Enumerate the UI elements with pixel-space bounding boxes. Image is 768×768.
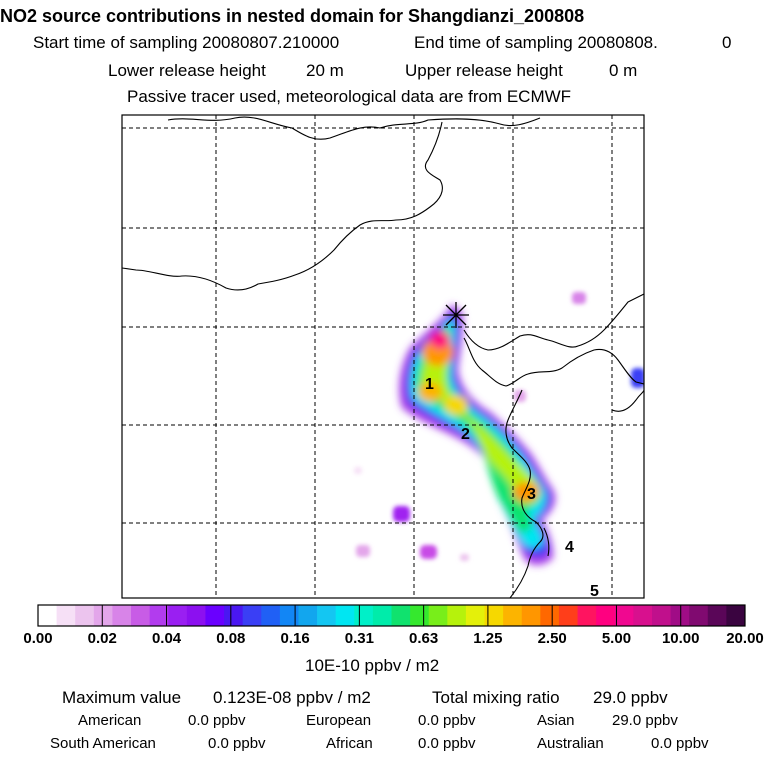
region-value-african: 0.0 ppbv [418,735,476,752]
chart-title: NO2 source contributions in nested domai… [0,6,585,26]
colorbar-swatch [558,605,578,626]
region-name-african: African [326,735,373,752]
colorbar-swatch [689,605,709,626]
colorbar-swatch [633,605,653,626]
region-value-south-american: 0.0 ppbv [208,735,266,752]
colorbar-swatch [279,605,299,626]
colorbar-tick-label: 0.00 [23,630,53,647]
colorbar-unit: 10E-10 ppbv / m2 [305,656,440,675]
colorbar-swatch [410,605,430,626]
colorbar-frame [37,604,746,627]
region-value-asian: 29.0 ppbv [612,712,678,729]
region-name-american: American [78,712,142,729]
colorbar-swatch [521,605,541,626]
colorbar-swatch [168,605,188,626]
colorbar-swatch [596,605,616,626]
colorbar-tick-label: 0.16 [280,630,310,647]
source-markers: 1 2 3 4 5 [425,376,599,600]
upper-release-value: 0 m [609,61,638,80]
colorbar-tick-label: 10.00 [661,630,700,647]
colorbar-tick-label: 0.08 [216,630,246,647]
tracer-note: Passive tracer used, meteorological data… [127,87,572,106]
scattered-blobs [354,292,644,561]
colorbar-tick-label: 0.02 [87,630,117,647]
colorbar-swatch [186,605,206,626]
colorbar-tick-label: 1.25 [473,630,503,647]
colorbar-swatch [224,605,244,626]
colorbar-swatch [242,605,262,626]
colorbar-tick-label: 20.00 [726,630,764,647]
colorbar-swatch [726,605,746,626]
region-name-european: European [306,712,372,729]
map-chart: 1 2 3 4 5 [37,114,746,627]
region-name-south-american: South American [50,735,156,752]
coastlines [122,116,644,598]
colorbar-swatch [503,605,523,626]
marker-3: 3 [527,486,536,503]
region-value-australian: 0.0 ppbv [651,735,709,752]
colorbar-swatch [484,605,504,626]
marker-1: 1 [425,376,434,393]
end-time-label: End time of sampling 20080808. [414,33,658,52]
region-value-american: 0.0 ppbv [188,712,246,729]
region-value-european: 0.0 ppbv [418,712,476,729]
marker-2: 2 [461,426,470,443]
colorbar-swatch [131,605,151,626]
colorbar-swatch [540,605,560,626]
colorbar-swatch [298,605,318,626]
colorbar-tick-label: 0.31 [344,630,374,647]
start-time-label: Start time of sampling 20080807.210000 [33,33,340,52]
colorbar-swatch [428,605,448,626]
colorbar-swatch [651,605,671,626]
map-frame [121,114,645,599]
colorbar-swatch [38,605,58,626]
colorbar-swatch [205,605,225,626]
station-star-icon [443,302,469,328]
colorbar-swatch [335,605,355,626]
colorbar-tick-label: 2.50 [537,630,567,647]
colorbar-swatch [56,605,76,626]
colorbar-swatch [149,605,169,626]
colorbar-swatch [75,605,95,626]
plume [399,304,556,566]
colorbar-swatch [317,605,337,626]
colorbar-swatch [577,605,597,626]
region-name-asian: Asian [537,712,575,729]
marker-4: 4 [565,539,574,556]
colorbar-swatch [261,605,281,626]
colorbar-tick-label: 0.63 [409,630,439,647]
end-time-suffix: 0 [722,33,732,52]
colorbar-swatch [465,605,485,626]
colorbar-swatch [354,605,374,626]
lower-release-value: 20 m [306,61,344,80]
colorbar-swatch [391,605,411,626]
colorbar-tick-label: 5.00 [601,630,632,647]
colorbar-swatch [112,605,132,626]
lower-release-label: Lower release height [108,61,266,80]
colorbar-swatch [670,605,690,626]
max-value: 0.123E-08 ppbv / m2 [213,688,371,707]
colorbar-swatch [447,605,467,626]
colorbar-swatch [372,605,392,626]
region-name-australian: Australian [537,735,604,752]
colorbar [37,604,746,627]
colorbar-swatch [707,605,727,626]
max-value-label: Maximum value [62,688,182,707]
marker-5: 5 [590,583,599,600]
colorbar-swatch [93,605,113,626]
total-mixing-value: 29.0 ppbv [593,688,668,707]
upper-release-label: Upper release height [405,61,563,80]
colorbar-swatch [614,605,634,626]
gridlines [122,115,644,598]
colorbar-tick-label: 0.04 [151,630,182,647]
total-mixing-label: Total mixing ratio [432,688,560,707]
